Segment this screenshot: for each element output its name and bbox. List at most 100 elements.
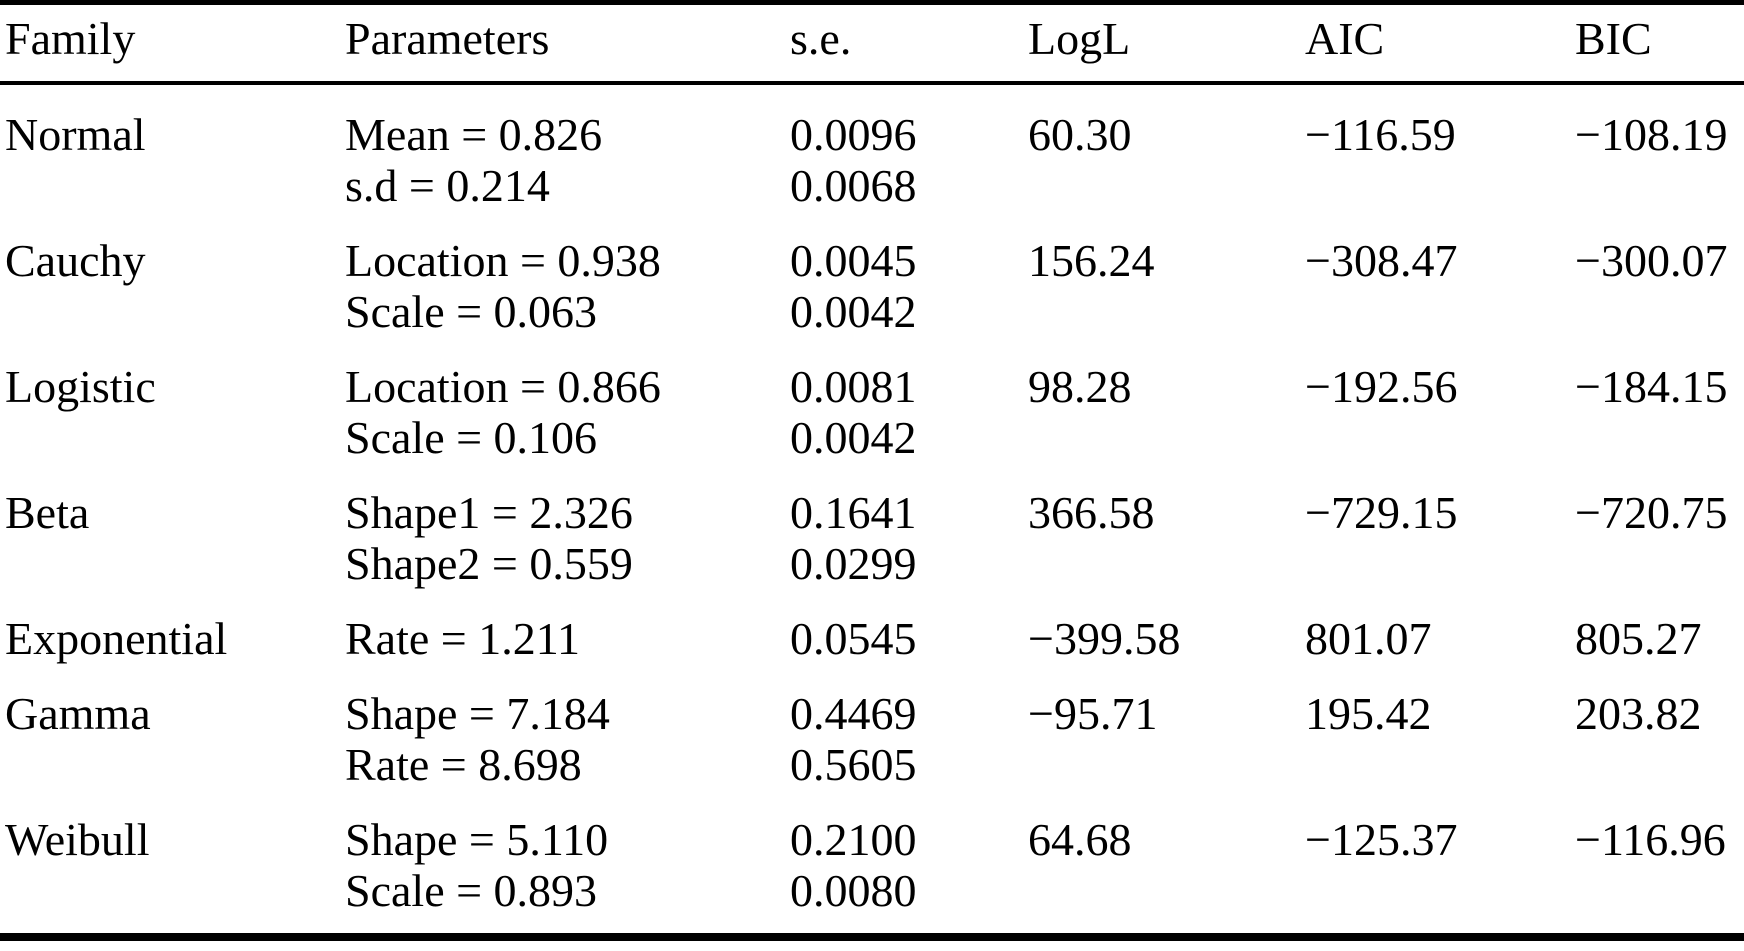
family-cell: Cauchy <box>0 211 345 337</box>
family-name: Cauchy <box>5 235 146 286</box>
standard-error-cell: 0.0081 0.0042 <box>790 337 1028 463</box>
bic-value: −720.75 <box>1575 487 1728 538</box>
parameter-estimate: Shape = 5.110 <box>345 814 609 865</box>
loglikelihood-cell: −399.58 <box>1028 589 1305 664</box>
family-cell: Normal <box>0 83 345 211</box>
bic-cell: −108.19 <box>1575 83 1744 211</box>
parameter-estimate: Rate = 8.698 <box>345 739 582 790</box>
standard-error-value: 0.0068 <box>790 160 917 211</box>
aic-cell: −192.56 <box>1305 337 1575 463</box>
parameter-estimate: Scale = 0.063 <box>345 286 598 337</box>
parameter-estimate: Scale = 0.893 <box>345 865 598 916</box>
bic-value: −184.15 <box>1575 361 1728 412</box>
standard-error-cell: 0.0545 <box>790 589 1028 664</box>
loglikelihood-cell: 60.30 <box>1028 83 1305 211</box>
aic-value: −116.59 <box>1305 109 1456 160</box>
column-header-logl: LogL <box>1028 5 1305 85</box>
bic-cell: 203.82 <box>1575 664 1744 790</box>
table-row-logistic: Logistic Location = 0.866 Scale = 0.106 0.0… <box>0 337 1744 463</box>
bic-cell: −116.96 <box>1575 790 1744 916</box>
parameters-cell: Location = 0.938 Scale = 0.063 <box>345 211 790 337</box>
parameter-estimate: s.d = 0.214 <box>345 160 550 211</box>
family-name: Normal <box>5 109 146 160</box>
standard-error-value: 0.0080 <box>790 865 917 916</box>
aic-value: 801.07 <box>1305 613 1432 664</box>
loglikelihood-cell: 98.28 <box>1028 337 1305 463</box>
parameter-estimate: Shape2 = 0.559 <box>345 538 633 589</box>
family-name: Weibull <box>5 814 150 865</box>
family-cell: Beta <box>0 463 345 589</box>
loglikelihood-value: 98.28 <box>1028 361 1132 412</box>
aic-cell: −729.15 <box>1305 463 1575 589</box>
bic-cell: −184.15 <box>1575 337 1744 463</box>
standard-error-cell: 0.4469 0.5605 <box>790 664 1028 790</box>
parameter-estimate: Mean = 0.826 <box>345 109 603 160</box>
table-row-beta: Beta Shape1 = 2.326 Shape2 = 0.559 0.1641 0.… <box>0 463 1744 589</box>
parameter-estimate: Shape1 = 2.326 <box>345 487 633 538</box>
loglikelihood-value: −95.71 <box>1028 688 1158 739</box>
bic-value: −108.19 <box>1575 109 1728 160</box>
family-cell: Weibull <box>0 790 345 916</box>
parameter-estimate: Shape = 7.184 <box>345 688 610 739</box>
family-cell: Gamma <box>0 664 345 790</box>
aic-value: −729.15 <box>1305 487 1458 538</box>
loglikelihood-cell: 366.58 <box>1028 463 1305 589</box>
standard-error-value: 0.1641 <box>790 487 917 538</box>
column-header-bic: BIC <box>1575 5 1744 85</box>
column-header-parameters: Parameters <box>345 5 790 85</box>
bic-value: −116.96 <box>1575 814 1726 865</box>
standard-error-value: 0.2100 <box>790 814 917 865</box>
table-header-row: Family Parameters s.e. LogL AIC BIC <box>0 5 1744 85</box>
parameters-cell: Shape = 7.184 Rate = 8.698 <box>345 664 790 790</box>
standard-error-cell: 0.2100 0.0080 <box>790 790 1028 916</box>
aic-cell: −308.47 <box>1305 211 1575 337</box>
aic-value: −125.37 <box>1305 814 1458 865</box>
table-row-cauchy: Cauchy Location = 0.938 Scale = 0.063 0.004… <box>0 211 1744 337</box>
standard-error-cell: 0.1641 0.0299 <box>790 463 1028 589</box>
bic-value: 805.27 <box>1575 613 1702 664</box>
family-name: Gamma <box>5 688 151 739</box>
table-row-weibull: Weibull Shape = 5.110 Scale = 0.893 0.2100 0… <box>0 790 1744 916</box>
parameter-estimate: Location = 0.938 <box>345 235 661 286</box>
standard-error-cell: 0.0096 0.0068 <box>790 83 1028 211</box>
parameters-cell: Mean = 0.826 s.d = 0.214 <box>345 83 790 211</box>
standard-error-cell: 0.0045 0.0042 <box>790 211 1028 337</box>
standard-error-value: 0.0042 <box>790 412 917 463</box>
bic-cell: −720.75 <box>1575 463 1744 589</box>
table-row-gamma: Gamma Shape = 7.184 Rate = 8.698 0.4469 0.56… <box>0 664 1744 790</box>
parameters-cell: Shape1 = 2.326 Shape2 = 0.559 <box>345 463 790 589</box>
loglikelihood-value: 64.68 <box>1028 814 1132 865</box>
bic-cell: −300.07 <box>1575 211 1744 337</box>
family-cell: Logistic <box>0 337 345 463</box>
aic-value: −192.56 <box>1305 361 1458 412</box>
bic-cell: 805.27 <box>1575 589 1744 664</box>
column-header-family: Family <box>0 5 345 85</box>
standard-error-value: 0.0096 <box>790 109 917 160</box>
family-name: Logistic <box>5 361 156 412</box>
loglikelihood-value: 366.58 <box>1028 487 1155 538</box>
aic-value: −308.47 <box>1305 235 1458 286</box>
loglikelihood-value: −399.58 <box>1028 613 1181 664</box>
aic-cell: −125.37 <box>1305 790 1575 916</box>
parameter-estimate: Scale = 0.106 <box>345 412 598 463</box>
bic-value: −300.07 <box>1575 235 1728 286</box>
loglikelihood-value: 156.24 <box>1028 235 1155 286</box>
parameters-cell: Rate = 1.211 <box>345 589 790 664</box>
standard-error-value: 0.0042 <box>790 286 917 337</box>
column-header-aic: AIC <box>1305 5 1575 85</box>
standard-error-value: 0.0299 <box>790 538 917 589</box>
table-row-exponential: Exponential Rate = 1.211 0.0545 −399.58 801.… <box>0 589 1744 664</box>
table-row-normal: Normal Mean = 0.826 s.d = 0.214 0.0096 0.006… <box>0 83 1744 211</box>
standard-error-value: 0.0545 <box>790 613 917 664</box>
standard-error-value: 0.0081 <box>790 361 917 412</box>
loglikelihood-cell: 156.24 <box>1028 211 1305 337</box>
aic-cell: −116.59 <box>1305 83 1575 211</box>
standard-error-value: 0.4469 <box>790 688 917 739</box>
aic-value: 195.42 <box>1305 688 1432 739</box>
standard-error-value: 0.0045 <box>790 235 917 286</box>
parameters-cell: Location = 0.866 Scale = 0.106 <box>345 337 790 463</box>
top-rule <box>0 0 1744 5</box>
parameters-cell: Shape = 5.110 Scale = 0.893 <box>345 790 790 916</box>
aic-cell: 195.42 <box>1305 664 1575 790</box>
